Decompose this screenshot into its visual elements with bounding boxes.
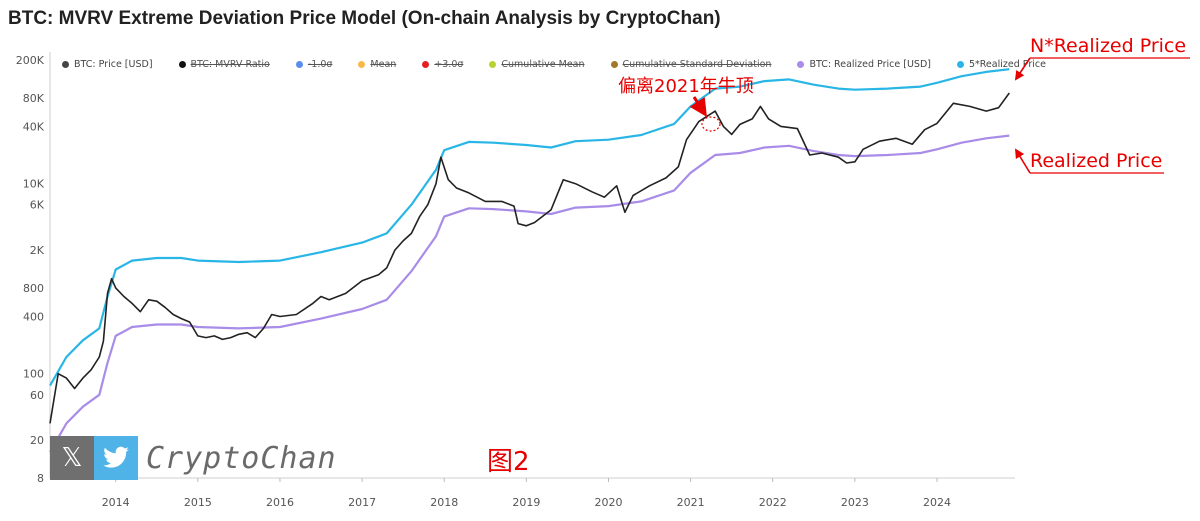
x-tick-label: 2015: [184, 496, 212, 509]
y-tick-label: 8: [37, 472, 44, 485]
x-tick-label: 2014: [102, 496, 130, 509]
y-tick-label: 2K: [30, 244, 45, 257]
x-tick-label: 2020: [594, 496, 622, 509]
legend-item[interactable]: BTC: Realized Price [USD]: [797, 56, 931, 72]
y-tick-label: 10K: [23, 178, 45, 191]
legend-label: BTC: Realized Price [USD]: [809, 58, 931, 70]
watermark: 𝕏 CryptoChan: [50, 436, 337, 480]
series-line-five-realized-price: [49, 68, 1010, 387]
annotation-deviation: 偏离2021年牛顶: [618, 76, 754, 97]
legend-dot-icon: [62, 60, 69, 68]
x-axis: 2014 2015 2016 2017 2018 2019 2020 2021 2022 2023…: [102, 478, 951, 509]
y-tick-label: 20: [30, 434, 44, 447]
x-tick-label: 2019: [512, 496, 540, 509]
legend-label: +3.0σ: [434, 58, 464, 70]
legend-item[interactable]: BTC: Price [USD]: [62, 56, 153, 72]
x-logo-icon: 𝕏: [50, 436, 94, 480]
legend-label: BTC: MVRV Ratio: [190, 58, 270, 70]
twitter-bird-icon: [94, 436, 138, 480]
legend-dot-icon: [797, 60, 805, 68]
y-axis: 8 20 60 100 400 800 2K 6K 10K 40K 80K 200K: [16, 54, 45, 485]
series-line-btc-price: [49, 92, 1010, 424]
y-tick-label: 400: [23, 311, 44, 324]
y-tick-label: 80K: [23, 92, 45, 105]
legend-label: Cumulative Standard Deviation: [622, 58, 772, 70]
legend-dot-icon: [422, 60, 430, 68]
y-tick-label: 100: [23, 368, 44, 381]
x-tick-label: 2021: [677, 496, 705, 509]
legend-item[interactable]: BTC: MVRV Ratio: [178, 56, 270, 72]
legend-item[interactable]: Cumulative Standard Deviation: [610, 56, 772, 72]
legend-label: 5*Realized Price: [968, 58, 1046, 70]
chart-legend: BTC: Price [USD] BTC: MVRV Ratio -1.0σ Mean…: [62, 56, 1072, 72]
series-layer: [49, 68, 1010, 453]
annotation-n-realized: N*Realized Price: [1030, 35, 1186, 57]
y-tick-label: 800: [23, 282, 44, 295]
annotation-figure-label: 图2: [487, 447, 530, 477]
legend-label: BTC: Price [USD]: [74, 58, 153, 70]
legend-item[interactable]: Cumulative Mean: [489, 56, 585, 72]
annotation-realized: Realized Price: [1030, 150, 1162, 172]
series-line-realized-price: [49, 134, 1010, 453]
legend-dot-icon: [489, 60, 497, 68]
legend-dot-icon: [610, 60, 618, 68]
x-tick-label: 2016: [266, 496, 294, 509]
y-tick-label: 60: [30, 389, 44, 402]
legend-dot-icon: [295, 60, 303, 68]
y-tick-label: 200K: [16, 54, 45, 67]
legend-label: Mean: [370, 58, 397, 70]
annotations-layer: N*Realized Price Realized Price 偏离2021年牛顶图…: [487, 35, 1190, 477]
chart-title: BTC: MVRV Extreme Deviation Price Model …: [8, 8, 721, 29]
grid-layer: [49, 52, 1015, 479]
legend-item[interactable]: Mean: [358, 56, 396, 72]
x-tick-label: 2024: [923, 496, 951, 509]
x-tick-label: 2023: [841, 496, 869, 509]
legend-label: -1.0σ: [307, 58, 333, 70]
legend-label: Cumulative Mean: [501, 58, 585, 70]
annotation-arrow: [689, 96, 707, 118]
deviation-circle: [701, 116, 721, 132]
x-tick-label: 2018: [430, 496, 458, 509]
x-tick-label: 2022: [759, 496, 787, 509]
legend-dot-icon: [178, 60, 186, 68]
x-tick-label: 2017: [348, 496, 376, 509]
annotation-arrow: [1014, 57, 1031, 81]
legend-dot-icon: [358, 60, 366, 68]
legend-item[interactable]: -1.0σ: [295, 56, 333, 72]
legend-item[interactable]: +3.0σ: [422, 56, 463, 72]
y-tick-label: 40K: [23, 120, 45, 133]
legend-dot-icon: [956, 60, 964, 68]
watermark-name: CryptoChan: [146, 440, 337, 476]
y-tick-label: 6K: [30, 199, 45, 212]
legend-item[interactable]: 5*Realized Price: [956, 56, 1046, 72]
annotation-arrow: [1015, 148, 1031, 174]
